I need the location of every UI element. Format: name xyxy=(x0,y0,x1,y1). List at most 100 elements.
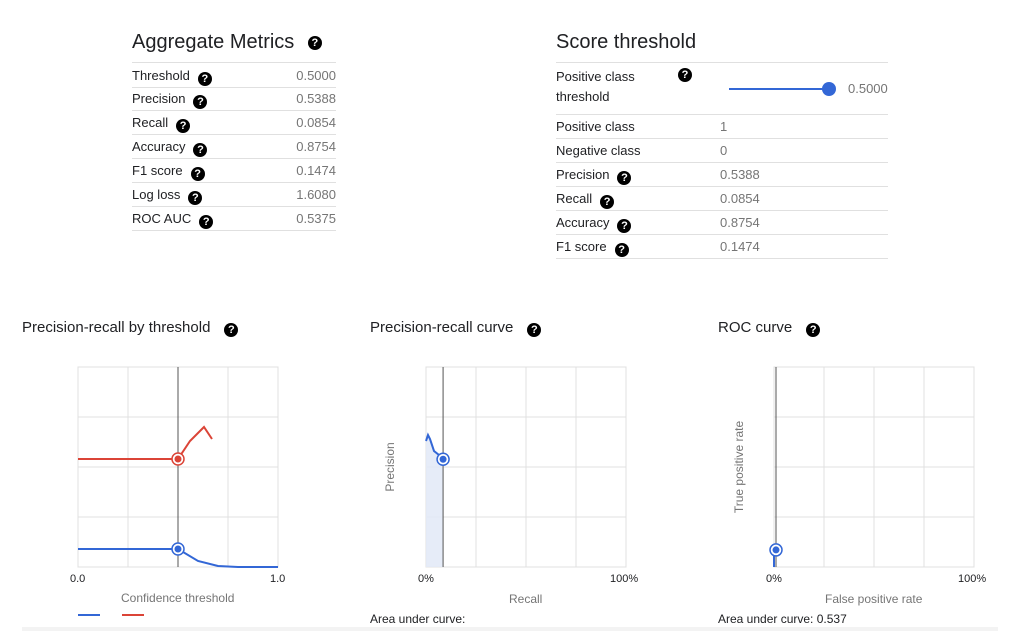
aggregate-metric-row: Accuracy? 0.8754 xyxy=(132,134,336,159)
recall-threshold-marker xyxy=(174,545,182,553)
bottom-divider xyxy=(22,627,998,631)
recall-legend-swatch xyxy=(78,614,100,616)
metric-label-text: Positive class xyxy=(556,119,635,134)
metric-label: F1 score? xyxy=(556,239,629,257)
metric-value: 0.8754 xyxy=(296,139,336,154)
roc-chart-title: ROC curve? xyxy=(718,319,821,337)
aggregate-metric-row: Log loss? 1.6080 xyxy=(132,182,336,207)
help-icon[interactable]: ? xyxy=(190,167,205,181)
score-threshold-row: Precision? 0.5388 xyxy=(556,162,888,187)
metric-value: 0.5000 xyxy=(296,68,336,83)
aggregate-metrics-title: Aggregate Metrics ? xyxy=(132,31,322,54)
precision-series-line xyxy=(78,425,213,460)
pr-curve-xtick-max: 100% xyxy=(610,573,639,585)
metric-label: Precision? xyxy=(132,91,208,109)
metric-label: Negative class xyxy=(556,143,641,158)
roc-chart xyxy=(769,366,975,568)
metric-label-text: Accuracy xyxy=(556,215,610,230)
help-icon[interactable]: ? xyxy=(527,323,542,337)
metric-label-text: Log loss xyxy=(132,187,181,202)
metric-value: 0.5375 xyxy=(296,211,336,226)
score-threshold-row: Accuracy? 0.8754 xyxy=(556,210,888,235)
metric-label: Accuracy? xyxy=(132,139,208,157)
pr-curve-xlabel: Recall xyxy=(509,592,543,606)
help-icon[interactable]: ? xyxy=(193,95,208,109)
metric-label-text: Precision xyxy=(556,167,610,182)
metric-label: Precision? xyxy=(556,167,632,185)
metric-value: 0 xyxy=(720,143,728,158)
threshold-slider-value: 0.5000 xyxy=(848,81,888,96)
pr-area-fill xyxy=(426,435,444,567)
help-icon[interactable]: ? xyxy=(617,219,632,233)
current-point xyxy=(439,455,447,463)
metric-label-text: ROC AUC xyxy=(132,211,192,226)
aggregate-metric-row: F1 score? 0.1474 xyxy=(132,158,336,183)
precision-legend-swatch xyxy=(122,614,144,616)
metric-label: Recall? xyxy=(556,191,615,209)
roc-xtick-min: 0% xyxy=(766,573,782,585)
roc-chart-title-text: ROC curve xyxy=(718,319,793,336)
metric-label: Threshold? xyxy=(132,68,212,86)
metric-label-text: Threshold xyxy=(132,68,190,83)
threshold-slider-label-line2: threshold xyxy=(556,89,610,104)
aggregate-metric-row: Threshold? 0.5000 xyxy=(132,62,336,88)
metric-value: 0.1474 xyxy=(296,163,336,178)
aggregate-metric-row: Precision? 0.5388 xyxy=(132,86,336,111)
aggregate-metric-row: Recall? 0.0854 xyxy=(132,110,336,135)
metric-value: 1.6080 xyxy=(296,187,336,202)
help-icon[interactable]: ? xyxy=(678,68,692,82)
pr-curve-ylabel: Precision xyxy=(383,442,397,492)
aggregate-metric-row: ROC AUC? 0.5375 xyxy=(132,206,336,231)
metric-label: Recall? xyxy=(132,115,191,133)
metric-value: 1 xyxy=(720,119,728,134)
current-point xyxy=(772,546,780,554)
metric-label-text: F1 score xyxy=(132,163,183,178)
score-threshold-row: F1 score? 0.1474 xyxy=(556,234,888,259)
pr-threshold-chart xyxy=(77,366,279,568)
roc-auc: Area under curve: 0.537 xyxy=(718,612,847,626)
metric-value: 0.1474 xyxy=(720,239,760,254)
help-icon[interactable]: ? xyxy=(600,195,615,209)
threshold-slider-thumb[interactable] xyxy=(822,82,836,96)
metric-label: ROC AUC? xyxy=(132,211,214,229)
metric-label-text: F1 score xyxy=(556,239,607,254)
pr-threshold-chart-title: Precision-recall by threshold? xyxy=(22,319,239,337)
help-icon[interactable]: ? xyxy=(176,119,191,133)
help-icon[interactable]: ? xyxy=(617,171,632,185)
pr-threshold-chart-title-text: Precision-recall by threshold xyxy=(22,319,211,336)
threshold-slider-track[interactable] xyxy=(729,88,829,90)
help-icon[interactable]: ? xyxy=(614,243,629,257)
threshold-slider-row: Positive class threshold ? 0.5000 xyxy=(556,62,888,115)
score-threshold-row: Negative class 0 xyxy=(556,138,888,163)
pr-curve-auc: Area under curve: xyxy=(370,612,466,626)
aggregate-metrics-title-text: Aggregate Metrics xyxy=(132,31,295,53)
help-icon[interactable]: ? xyxy=(199,215,214,229)
help-icon[interactable]: ? xyxy=(197,72,212,86)
metric-label: Positive class xyxy=(556,119,635,134)
metric-value: 0.8754 xyxy=(720,215,760,230)
help-icon[interactable]: ? xyxy=(224,323,239,337)
metric-label-text: Negative class xyxy=(556,143,641,158)
recall-series-line xyxy=(78,548,278,568)
pr-threshold-xlabel: Confidence threshold xyxy=(121,591,235,605)
metric-label: F1 score? xyxy=(132,163,205,181)
help-icon[interactable]: ? xyxy=(188,191,203,205)
help-icon[interactable]: ? xyxy=(307,36,322,50)
threshold-slider-label-line1: Positive class xyxy=(556,69,635,84)
roc-xlabel: False positive rate xyxy=(825,592,923,606)
metric-label-text: Accuracy xyxy=(132,139,186,154)
metric-label-text: Precision xyxy=(132,91,186,106)
pr-curve-chart-title: Precision-recall curve? xyxy=(370,319,542,337)
precision-threshold-marker xyxy=(174,455,182,463)
metric-value: 0.5388 xyxy=(296,91,336,106)
help-icon[interactable]: ? xyxy=(193,143,208,157)
score-threshold-row: Recall? 0.0854 xyxy=(556,186,888,211)
pr-threshold-xtick-min: 0.0 xyxy=(70,573,86,585)
pr-curve-chart xyxy=(425,366,627,568)
pr-curve-xtick-min: 0% xyxy=(418,573,434,585)
roc-ylabel: True positive rate xyxy=(732,420,746,514)
metric-value: 0.5388 xyxy=(720,167,760,182)
help-icon[interactable]: ? xyxy=(806,323,821,337)
metric-label: Accuracy? xyxy=(556,215,632,233)
metric-value: 0.0854 xyxy=(720,191,760,206)
